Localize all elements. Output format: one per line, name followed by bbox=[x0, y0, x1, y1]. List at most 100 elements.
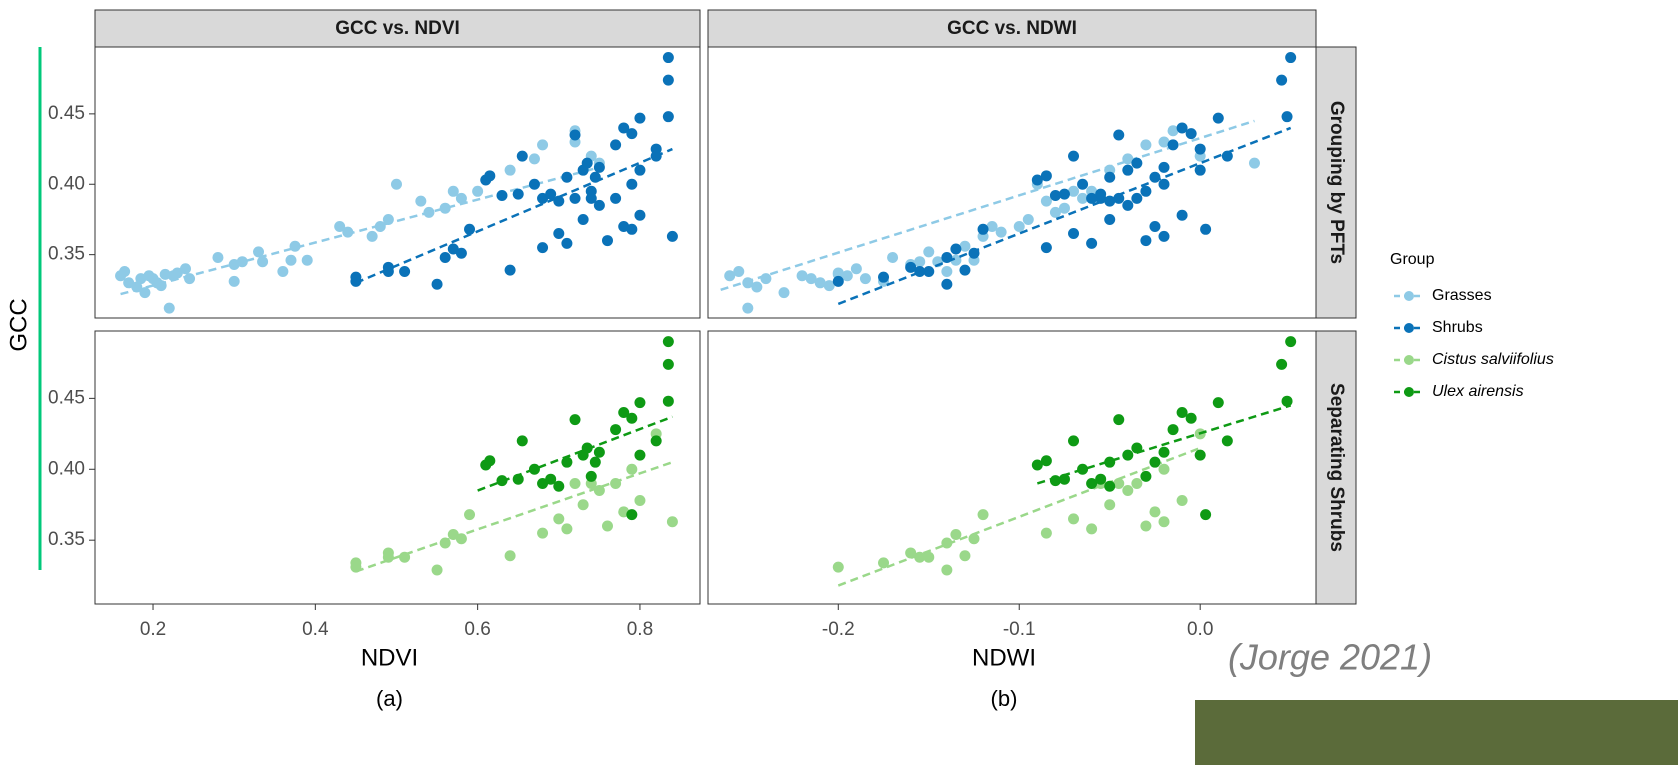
point bbox=[832, 275, 844, 287]
point bbox=[561, 171, 573, 183]
point bbox=[941, 266, 953, 278]
point bbox=[1131, 477, 1143, 489]
point bbox=[662, 74, 674, 86]
point bbox=[626, 463, 638, 475]
point bbox=[634, 112, 646, 124]
point bbox=[545, 473, 557, 485]
point bbox=[516, 150, 528, 162]
point bbox=[179, 263, 191, 275]
point bbox=[399, 266, 411, 278]
point bbox=[1158, 178, 1170, 190]
point bbox=[553, 513, 565, 525]
point bbox=[1140, 470, 1152, 482]
point bbox=[959, 550, 971, 562]
point bbox=[662, 358, 674, 370]
point bbox=[626, 128, 638, 140]
point bbox=[1113, 477, 1125, 489]
point bbox=[545, 188, 557, 200]
point bbox=[569, 192, 581, 204]
point bbox=[1031, 459, 1043, 471]
point bbox=[593, 199, 605, 211]
point bbox=[1113, 414, 1125, 426]
point bbox=[1122, 199, 1134, 211]
point bbox=[119, 266, 131, 278]
point bbox=[431, 564, 443, 576]
y-tick-label: 0.35 bbox=[48, 244, 85, 265]
point bbox=[382, 266, 394, 278]
point bbox=[585, 470, 597, 482]
point bbox=[301, 254, 313, 266]
point bbox=[1104, 456, 1116, 468]
point bbox=[1068, 185, 1080, 197]
point bbox=[610, 424, 622, 436]
trend-line bbox=[355, 147, 673, 284]
point bbox=[504, 164, 516, 176]
point bbox=[569, 129, 581, 141]
point bbox=[1040, 195, 1052, 207]
point bbox=[742, 277, 754, 289]
point bbox=[760, 273, 772, 285]
strip-title: Separating Shrubs bbox=[1326, 383, 1347, 552]
point bbox=[1058, 188, 1070, 200]
point bbox=[601, 520, 613, 532]
point bbox=[496, 190, 508, 202]
x-tick-label: 0.2 bbox=[140, 619, 166, 640]
point bbox=[1086, 192, 1098, 204]
point bbox=[553, 195, 565, 207]
point bbox=[1140, 235, 1152, 247]
point bbox=[959, 240, 971, 252]
strip bbox=[1315, 46, 1357, 319]
x-axis-title: NDVI bbox=[361, 644, 418, 671]
point bbox=[1221, 150, 1233, 162]
point bbox=[431, 278, 443, 290]
point bbox=[289, 240, 301, 252]
point bbox=[662, 395, 674, 407]
point bbox=[1176, 407, 1188, 419]
point bbox=[950, 254, 962, 266]
point bbox=[537, 139, 549, 151]
point bbox=[1077, 463, 1089, 475]
point bbox=[1158, 230, 1170, 242]
point bbox=[1167, 139, 1179, 151]
point bbox=[512, 473, 524, 485]
point bbox=[878, 557, 890, 569]
point bbox=[1058, 473, 1070, 485]
point bbox=[1149, 171, 1161, 183]
x-tick-label: 0.4 bbox=[302, 619, 329, 640]
point bbox=[1068, 435, 1080, 447]
point bbox=[569, 414, 581, 426]
point bbox=[561, 523, 573, 535]
point bbox=[171, 267, 183, 279]
point bbox=[484, 170, 496, 182]
panel bbox=[94, 330, 701, 605]
point bbox=[1122, 485, 1134, 497]
point bbox=[1113, 129, 1125, 141]
point bbox=[1149, 220, 1161, 232]
y-tick-label: 0.35 bbox=[48, 529, 85, 550]
point bbox=[585, 185, 597, 197]
point bbox=[484, 455, 496, 467]
point bbox=[666, 230, 678, 242]
x-axis-title: NDWI bbox=[972, 644, 1036, 671]
point bbox=[439, 537, 451, 549]
point bbox=[850, 263, 862, 275]
point bbox=[610, 477, 622, 489]
point bbox=[1122, 449, 1134, 461]
point bbox=[959, 264, 971, 276]
point bbox=[1086, 237, 1098, 249]
point bbox=[1104, 195, 1116, 207]
panel-caption: (a) bbox=[376, 686, 403, 711]
x-tick-label: 0.8 bbox=[627, 619, 653, 640]
x-tick-label: -0.1 bbox=[1003, 619, 1036, 640]
legend-dot bbox=[1404, 387, 1414, 397]
point bbox=[1167, 125, 1179, 137]
y-axis-title: GCC bbox=[5, 298, 32, 351]
point bbox=[1040, 527, 1052, 539]
y-tick-label: 0.40 bbox=[48, 458, 85, 479]
point bbox=[914, 266, 926, 278]
point bbox=[1140, 139, 1152, 151]
point bbox=[472, 185, 484, 197]
point bbox=[1158, 446, 1170, 458]
point bbox=[1031, 174, 1043, 186]
legend-label: Cistus salviifolius bbox=[1432, 351, 1554, 368]
